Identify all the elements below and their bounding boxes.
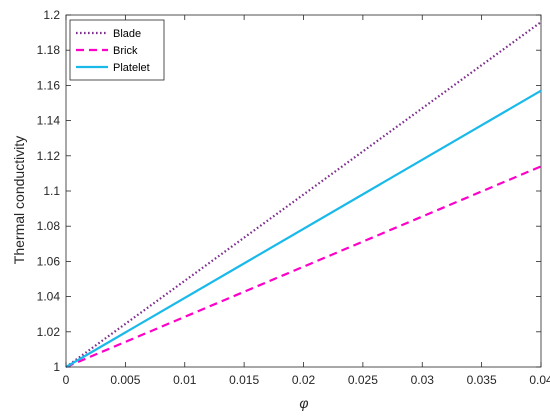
y-tick-label: 1.1 [43, 184, 60, 198]
series-line-platelet [65, 89, 542, 368]
legend-label-platelet: Platelet [113, 62, 150, 74]
series-line-brick [65, 165, 542, 369]
x-tick-label: 0 [63, 373, 70, 387]
legend-label-brick: Brick [113, 45, 138, 57]
x-tick-label: 0.035 [467, 373, 497, 387]
y-tick-label: 1.14 [37, 114, 61, 128]
y-axis-label: Thermal conductivity [11, 136, 27, 264]
x-tick-label: 0.04 [529, 373, 550, 387]
y-tick-label: 1.12 [37, 149, 61, 163]
x-tick-label: 0.025 [348, 373, 378, 387]
legend: Blade Brick Platelet [69, 19, 165, 81]
x-axis: 0 0.005 0.01 0.015 0.02 0.025 0.03 0.035 0.04 [63, 15, 550, 387]
series-lines [65, 21, 542, 369]
y-tick-label: 1.08 [37, 219, 61, 233]
y-tick-label: 1.06 [37, 254, 61, 268]
y-tick-label: 1.16 [37, 78, 61, 92]
y-tick-label: 1.2 [43, 8, 60, 22]
y-axis: 1 1.02 1.04 1.06 1.08 1.1 1.12 1.14 1.16 1.18 1.2 [37, 8, 541, 374]
x-axis-label: φ [299, 395, 308, 411]
y-tick-label: 1.18 [37, 43, 61, 57]
x-tick-label: 0.015 [229, 373, 259, 387]
x-tick-label: 0.02 [292, 373, 316, 387]
x-tick-label: 0.03 [411, 373, 435, 387]
y-tick-label: 1.02 [37, 325, 61, 339]
x-tick-label: 0.005 [110, 373, 140, 387]
series-line-blade [65, 21, 542, 368]
y-tick-label: 1 [53, 360, 60, 374]
y-tick-label: 1.04 [37, 290, 61, 304]
legend-box [69, 19, 165, 81]
legend-label-blade: Blade [113, 28, 141, 40]
x-tick-label: 0.01 [173, 373, 197, 387]
